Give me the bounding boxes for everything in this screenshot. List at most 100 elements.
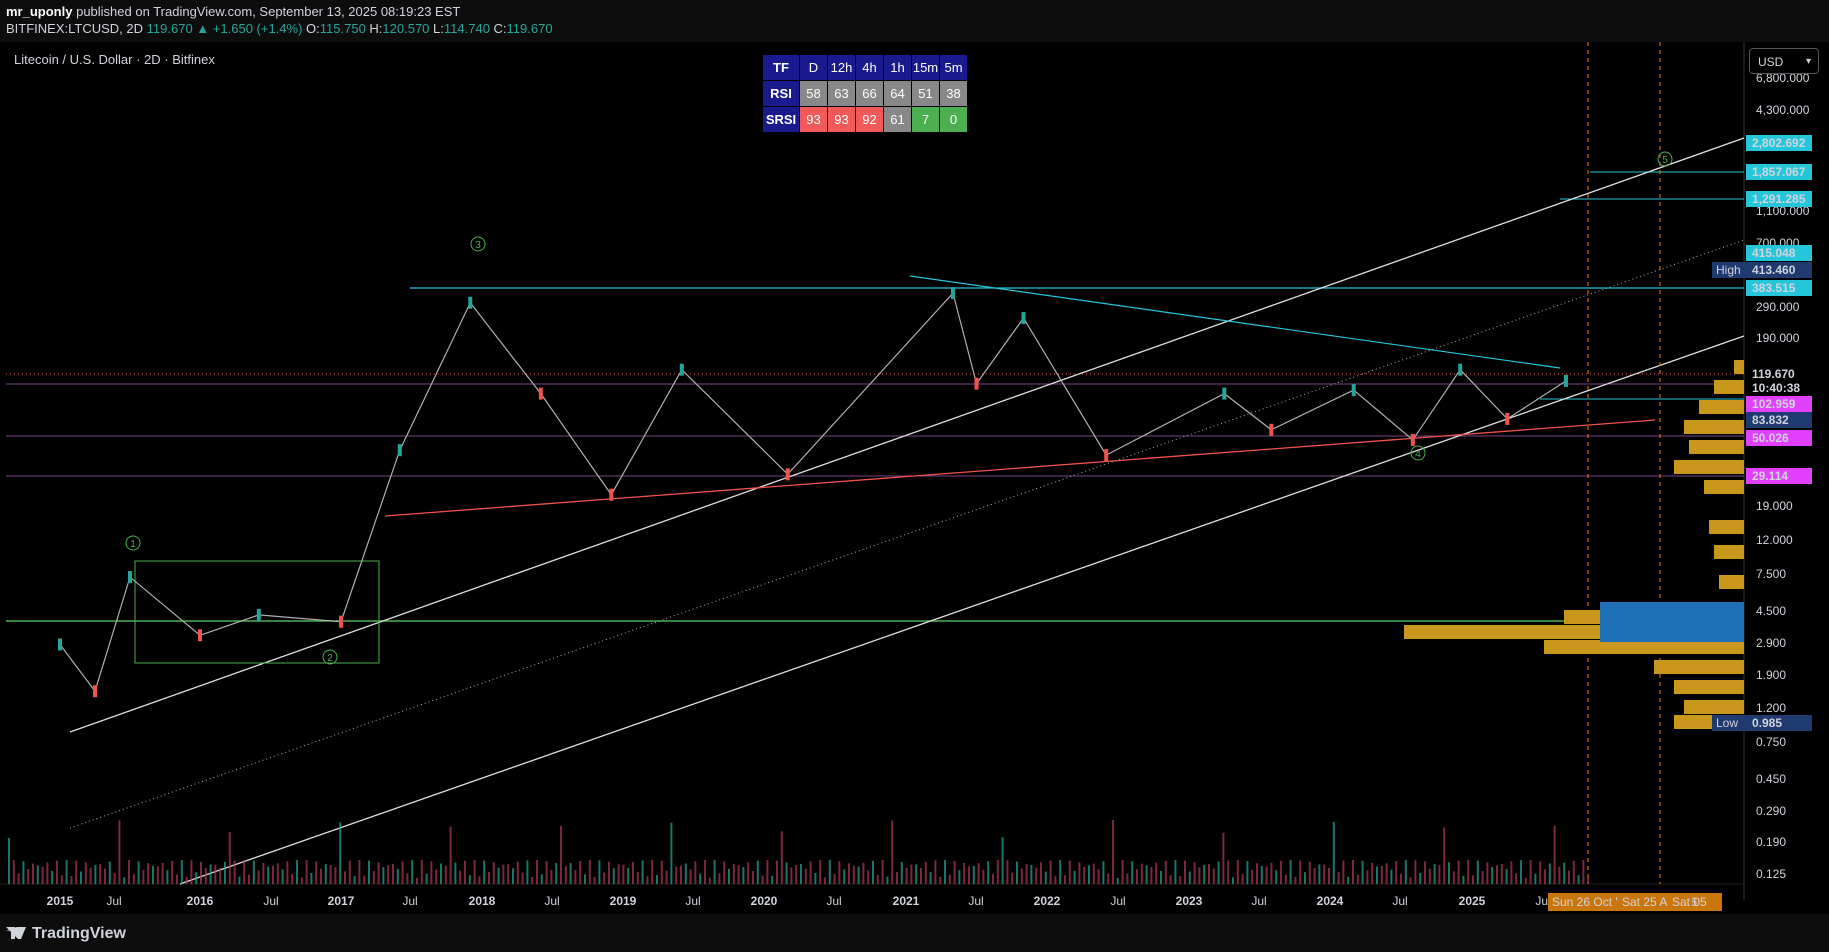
volume-bar (392, 863, 394, 884)
volume-bar (1419, 872, 1422, 884)
y-axis-tick-label: 0.125 (1756, 867, 1786, 881)
volume-bar (1092, 863, 1095, 884)
volume-bar (814, 872, 817, 884)
y-axis-tick-label: 12.000 (1756, 533, 1793, 547)
volume-bar (1457, 860, 1460, 884)
volume-profile-bar (1719, 575, 1744, 589)
volume-bar (1160, 870, 1162, 884)
volume-bar (161, 862, 164, 884)
volume-bar (70, 876, 73, 884)
volume-bar (60, 875, 63, 884)
price-label-tag (1746, 468, 1812, 484)
x-axis-tick-label: Jul (1110, 894, 1125, 908)
volume-bar (1443, 827, 1446, 884)
volume-bar (1544, 869, 1546, 884)
x-axis-tick-label: 2016 (187, 894, 214, 908)
price-label-side-tag (1712, 715, 1746, 731)
volume-bar (1049, 860, 1052, 884)
volume-bar (828, 860, 831, 884)
volume-bar (742, 867, 745, 884)
volume-bar (65, 860, 68, 884)
volume-bar (1433, 863, 1436, 884)
volume-bar (1558, 866, 1561, 884)
rsi-header-cell: TF (762, 54, 800, 81)
volume-bar (1520, 860, 1522, 884)
volume-bar (992, 874, 994, 884)
volume-bar (670, 822, 673, 884)
price-label-side-tag (1712, 262, 1746, 278)
volume-bar (1265, 866, 1268, 884)
volume-bar (1553, 825, 1556, 884)
rsi-header-cell: D (799, 54, 828, 81)
price-label-tag (1746, 430, 1812, 446)
publisher-name[interactable]: mr_uponly (6, 4, 73, 19)
volume-bar (147, 863, 150, 884)
volume-bar (684, 863, 687, 884)
volume-bar (632, 862, 634, 884)
price-label-tag (1746, 412, 1812, 428)
currency-button[interactable]: USD ▾ (1749, 48, 1819, 74)
wave-label: 3 (475, 240, 481, 251)
volume-bar (454, 862, 457, 884)
volume-bar (1184, 860, 1186, 884)
volume-bar (569, 863, 572, 884)
volume-bar (732, 863, 735, 884)
volume-bar (1376, 866, 1378, 884)
currency-label: USD (1758, 55, 1784, 69)
volume-bar (1102, 861, 1105, 884)
volume-bar (1097, 869, 1100, 884)
volume-bar (790, 867, 793, 884)
volume-bar (468, 875, 471, 884)
volume-profile-bar (1704, 480, 1744, 494)
volume-bar (1424, 861, 1426, 884)
volume-bar (737, 865, 740, 884)
volume-bar (982, 869, 985, 884)
volume-bar (185, 876, 188, 884)
volume-bar (809, 861, 812, 884)
volume-bar (656, 875, 658, 884)
candle (128, 571, 132, 584)
volume-bar (1452, 871, 1455, 884)
srsi-cell: 7 (911, 106, 940, 133)
volume-bar (180, 860, 183, 884)
rsi-cell: 38 (939, 80, 968, 107)
volume-bar (852, 865, 855, 884)
volume-bar (46, 862, 49, 884)
volume-bar (27, 869, 30, 884)
volume-bar (329, 865, 332, 884)
x-axis-tick-label: Jul (106, 894, 121, 908)
tradingview-logo[interactable]: TradingView (6, 925, 126, 943)
volume-bar (608, 861, 610, 884)
volume-bar (1203, 864, 1206, 884)
volume-bar (1155, 862, 1158, 884)
future-time-label: Sun 26 Oct '25 (1552, 895, 1631, 909)
volume-bar (459, 870, 462, 884)
volume-bar (1481, 871, 1484, 884)
volume-profile-bar (1734, 360, 1744, 374)
volume-bar (1284, 874, 1287, 884)
volume-bar (1524, 877, 1527, 884)
volume-bar (1500, 863, 1503, 884)
wave-label: 4 (1415, 449, 1421, 460)
rsi-header-cell: 1h (883, 54, 912, 81)
price-label-value: 29.114 (1752, 469, 1788, 483)
volume-bar (348, 860, 351, 884)
x-axis-tick-label: 2025 (1459, 894, 1486, 908)
volume-bar (1112, 820, 1114, 884)
volume-bar (334, 867, 337, 884)
volume-bar (1088, 865, 1090, 884)
volume-bar (603, 872, 606, 884)
volume-bar (406, 873, 409, 884)
price-label-tag (1746, 262, 1812, 278)
volume-bar (1035, 867, 1038, 884)
volume-bar (209, 864, 212, 884)
published-text: published on TradingView.com, September … (76, 4, 461, 19)
volume-bar (1198, 867, 1201, 884)
price-label-value: 102.959 (1752, 397, 1796, 411)
volume-bar (108, 861, 111, 884)
rsi-cell: 64 (883, 80, 912, 107)
y-axis-tick-label: 1,100.000 (1756, 204, 1810, 218)
volume-bar (1020, 868, 1023, 884)
rsi-row: RSI 58 63 66 64 51 38 (762, 80, 968, 107)
